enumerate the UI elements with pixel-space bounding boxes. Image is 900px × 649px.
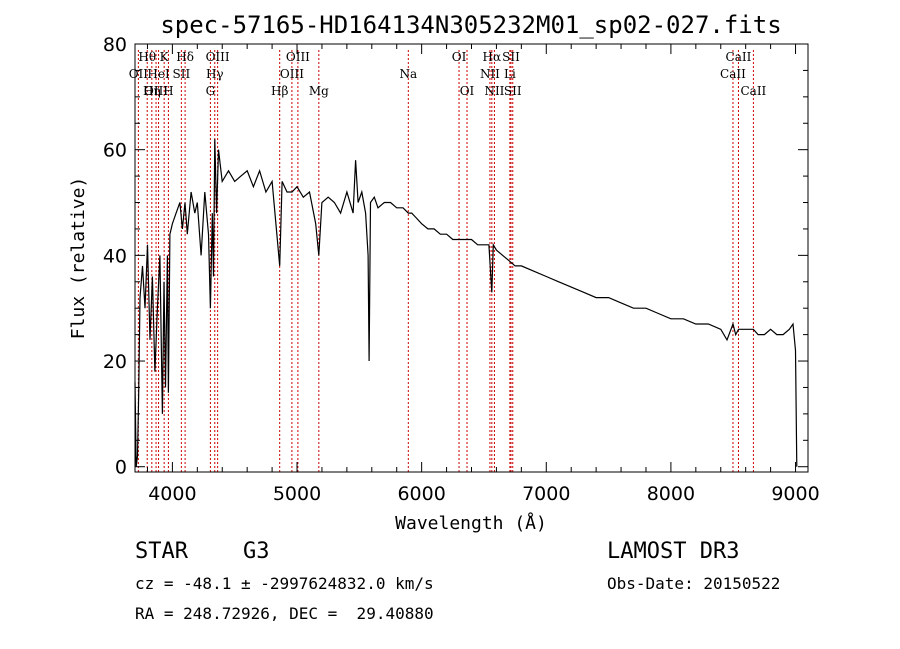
emission-line-label: OIII <box>206 50 230 64</box>
y-tick-label: 20 <box>103 351 127 373</box>
emission-line-label: Hβ <box>271 84 288 98</box>
emission-line-label: OI <box>460 84 475 98</box>
x-axis-ticks: 4000 5000 6000 7000 8000 9000 <box>146 44 820 505</box>
x-tick-label: 8000 <box>647 483 695 505</box>
x-tick-label: 5000 <box>273 483 321 505</box>
emission-line-label: OII <box>129 67 149 81</box>
emission-line-label: G <box>206 84 216 98</box>
emission-line-label: NII <box>484 84 504 98</box>
emission-line-label: OI <box>452 50 467 64</box>
emission-line-markers <box>137 50 754 472</box>
emission-line-label: OIII <box>144 84 168 98</box>
chart-title: spec-57165-HD164134N305232M01_sp02-027.f… <box>160 11 781 39</box>
emission-line-label: Hθ <box>138 50 156 64</box>
emission-line-label: K <box>160 50 170 64</box>
y-axis-label: Flux (relative) <box>68 177 89 340</box>
object-subclass: G3 <box>243 539 270 564</box>
object-class: STAR <box>135 539 188 564</box>
emission-line-label: Hδ <box>176 50 194 64</box>
y-axis-ticks: 0 20 40 60 80 <box>103 34 808 479</box>
x-tick-label: 9000 <box>771 483 819 505</box>
emission-line-label: Na <box>399 67 417 81</box>
x-axis-label: Wavelength (Å) <box>395 512 547 534</box>
emission-line-label: Hγ <box>206 67 224 81</box>
y-tick-label: 40 <box>103 245 127 267</box>
emission-line-label: H <box>163 84 173 98</box>
coordinates: RA = 248.72926, DEC = 29.40880 <box>135 604 434 623</box>
x-tick-label: 6000 <box>397 483 445 505</box>
emission-line-label: Hα <box>483 50 502 64</box>
emission-line-label: Hη <box>143 84 161 98</box>
emission-line-label: NII <box>480 67 500 81</box>
survey-name: LAMOST DR3 <box>607 539 740 564</box>
emission-line-label: SII <box>502 50 520 64</box>
x-tick-label: 4000 <box>148 483 196 505</box>
x-tick-label: 7000 <box>522 483 570 505</box>
emission-line-label: SII <box>173 67 191 81</box>
plot-frame <box>134 43 809 473</box>
emission-line-label: HeI <box>147 67 170 81</box>
emission-line-label: SII <box>504 84 522 98</box>
y-tick-label: 60 <box>103 140 127 162</box>
emission-line-label: CaII <box>726 50 752 64</box>
emission-line-label: OIII <box>286 50 310 64</box>
emission-line-label: Li <box>504 67 516 81</box>
spectrum-line <box>134 139 798 467</box>
obs-date: Obs-Date: 20150522 <box>607 574 781 593</box>
emission-line-label: CaII <box>720 67 746 81</box>
redshift-readout: cz = -48.1 ± -2997624832.0 km/s <box>135 574 434 593</box>
y-tick-label: 80 <box>103 34 127 56</box>
y-tick-label: 0 <box>115 457 127 479</box>
emission-line-label: CaII <box>740 84 766 98</box>
emission-line-label: Mg <box>309 84 329 98</box>
emission-line-label: OIII <box>280 67 304 81</box>
